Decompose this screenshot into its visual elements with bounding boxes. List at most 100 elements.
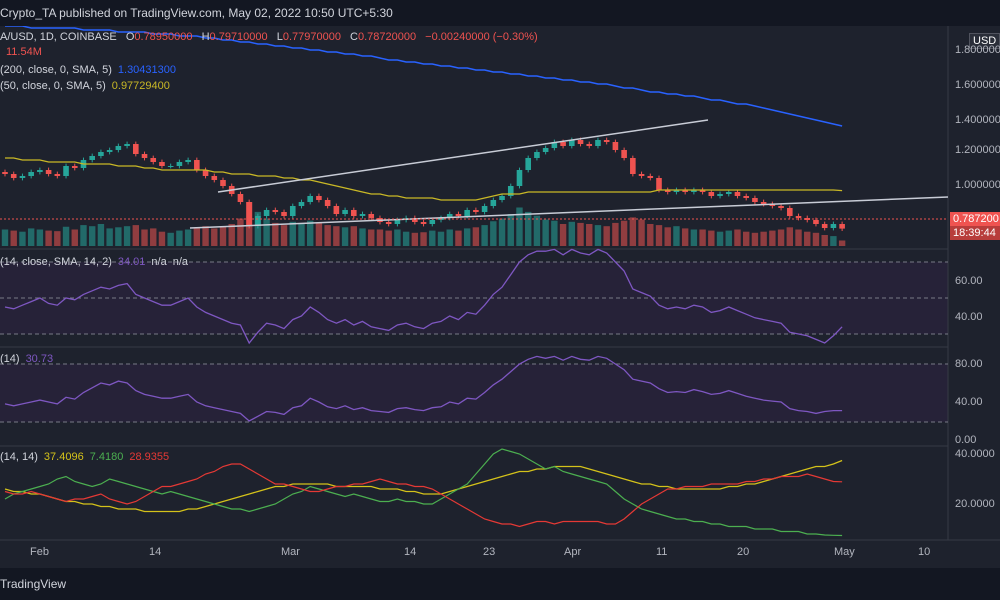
candle-body <box>359 214 366 216</box>
sma50-legend[interactable]: (50, close, 0, SMA, 5) 0.97729400 <box>0 80 170 92</box>
candle-body <box>28 172 34 176</box>
change-value: −0.00240000 (−0.30%) <box>425 31 538 43</box>
candle-body <box>481 206 488 212</box>
volume-bar <box>298 224 305 246</box>
candle-body <box>324 200 331 206</box>
volume-bar <box>219 226 227 246</box>
volume-bar <box>620 220 628 246</box>
sma50-label: (50, close, 0, SMA, 5) <box>0 80 106 92</box>
volume-bar <box>716 231 724 246</box>
volume-bar <box>525 211 532 246</box>
candle-body <box>586 144 593 146</box>
volume-bar <box>350 226 357 246</box>
volume-bar <box>629 217 637 246</box>
volume-bar <box>359 228 366 246</box>
volume-bar <box>612 222 619 246</box>
candle-body <box>760 202 767 204</box>
candle-body <box>255 216 261 226</box>
candle-body <box>220 180 226 186</box>
lower-trendline[interactable] <box>189 196 949 229</box>
volume-bar <box>315 222 323 246</box>
candle-body <box>45 170 52 174</box>
dmi-legend[interactable]: (14, 14) 37.4096 7.4180 28.9355 <box>0 451 169 463</box>
candle-body <box>516 170 523 186</box>
dmi-tick: 20.0000 <box>955 498 995 510</box>
candle-body <box>385 222 392 224</box>
stoch-line <box>4 355 843 422</box>
candle-body <box>821 224 828 228</box>
candle-body <box>429 220 436 224</box>
volume-bar <box>751 232 759 246</box>
candle-body <box>464 210 470 216</box>
close-value: 0.78720000 <box>357 31 417 43</box>
volume-bar <box>19 231 26 246</box>
volume-bar <box>333 226 340 246</box>
volume-bar <box>472 227 480 246</box>
candle-body <box>342 210 348 214</box>
candle-body <box>542 148 549 152</box>
volume-bar <box>307 220 314 246</box>
volume-bar <box>699 229 706 246</box>
sma50-value: 0.97729400 <box>111 80 170 92</box>
plus-di-line <box>4 448 843 537</box>
volume-bar <box>132 225 139 246</box>
rsi-tick: 60.00 <box>955 275 983 287</box>
stoch-label: (14) <box>0 353 20 365</box>
time-tick: 20 <box>737 546 750 558</box>
volume-bar <box>376 229 384 246</box>
volume-bar <box>681 228 689 246</box>
adx-line <box>4 459 843 513</box>
volume-bar <box>167 232 174 246</box>
stoch-tick: 80.00 <box>955 358 983 370</box>
volume-bar <box>690 229 698 246</box>
stoch-tick: 40.00 <box>955 396 983 408</box>
rsi-legend[interactable]: (14, close, SMA, 14, 2) 34.01 n/a n/a <box>0 256 188 268</box>
rsi-label: (14, close, SMA, 14, 2) <box>0 256 112 268</box>
symbol-legend[interactable]: A/USD, 1D, COINBASE O0.78950000 H0.79710… <box>0 31 538 43</box>
rsi-tick: 40.00 <box>955 311 983 323</box>
candle-body <box>289 206 296 216</box>
low-value: 0.77970000 <box>282 31 341 43</box>
volume-bar <box>821 235 828 246</box>
rsi-na-2: n/a <box>172 256 189 268</box>
candle-body <box>534 152 540 158</box>
candle-body <box>185 160 191 162</box>
candle-body <box>787 208 793 216</box>
price-tick: 1.000000 <box>955 179 1000 191</box>
candle-body <box>603 140 610 142</box>
publish-text: Crypto_TA published on TradingView.com, … <box>0 6 393 20</box>
candle-body <box>813 220 819 224</box>
sma200-legend[interactable]: (200, close, 0, SMA, 5) 1.30431300 <box>0 64 176 76</box>
candle-body <box>307 196 313 202</box>
volume-legend[interactable]: 11.54M <box>6 46 42 58</box>
candle-body <box>656 178 662 190</box>
candlesticks <box>2 137 845 231</box>
dmi-adx-value: 37.4096 <box>43 451 84 463</box>
candle-body <box>499 196 505 200</box>
volume-bar <box>1 229 9 246</box>
rsi-na-1: n/a <box>151 256 167 268</box>
candle-body <box>621 150 627 158</box>
candle-body <box>263 210 270 216</box>
time-tick: 14 <box>404 546 417 558</box>
candle-body <box>106 150 113 152</box>
dmi-minus-value: 28.9355 <box>129 451 170 463</box>
open-value: 0.78950000 <box>134 31 193 43</box>
volume-bar <box>272 222 279 246</box>
candle-body <box>98 152 104 156</box>
candle-body <box>141 154 148 158</box>
volume-bar <box>45 230 52 246</box>
stoch-band <box>0 364 948 422</box>
volume-bar <box>341 227 349 246</box>
high-value: 0.79710000 <box>209 31 268 43</box>
candle-body <box>525 158 531 170</box>
volume-bar <box>89 226 96 246</box>
volume-bar <box>27 228 35 246</box>
upper-trendline[interactable] <box>217 119 709 193</box>
candle-body <box>455 214 462 216</box>
candle-body <box>333 206 340 214</box>
stoch-legend[interactable]: (14) 30.73 <box>0 353 53 365</box>
volume-bar <box>673 226 680 246</box>
rsi-band <box>0 262 948 334</box>
